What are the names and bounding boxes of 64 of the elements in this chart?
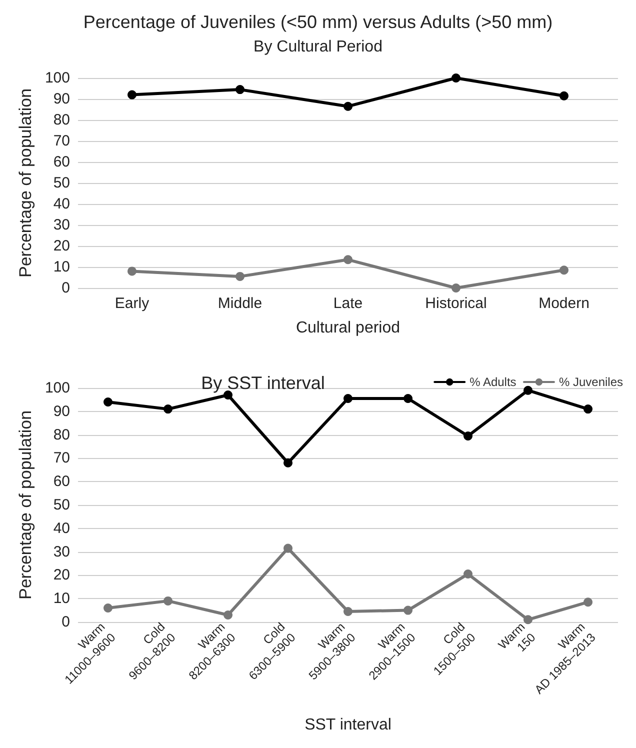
point <box>236 85 244 94</box>
y-tick-label: 50 <box>53 496 70 514</box>
point <box>224 390 232 400</box>
point <box>524 386 532 395</box>
point <box>128 266 136 276</box>
x-tick-label: Middle <box>218 295 262 312</box>
y-tick-label: 10 <box>53 258 70 276</box>
point <box>584 598 592 607</box>
point <box>104 603 112 612</box>
point <box>284 544 292 553</box>
point <box>560 91 568 100</box>
y-tick-label: 70 <box>53 450 70 467</box>
chart-title: Percentage of Juveniles (<50 mm) versus Adults (>50 mm) <box>83 12 553 32</box>
y-tick-label: 40 <box>53 520 70 537</box>
point <box>584 404 592 414</box>
point <box>344 606 352 616</box>
y-axis-title: Percentage of population <box>16 88 36 278</box>
y-tick-label: 90 <box>53 402 70 420</box>
y-tick-label: 0 <box>62 614 70 630</box>
y-tick-label: 20 <box>53 238 70 254</box>
point <box>464 570 472 579</box>
point <box>452 74 460 82</box>
y-tick-label: 60 <box>53 473 70 490</box>
chart-subtitle: By Cultural Period <box>254 38 382 56</box>
point <box>560 266 568 275</box>
point <box>164 596 172 606</box>
legend-label: % Juveniles <box>558 375 623 389</box>
y-tick-label: 60 <box>53 154 70 170</box>
point <box>164 404 172 414</box>
point <box>284 458 292 468</box>
legend-label: % Adults <box>470 375 516 389</box>
point <box>344 394 352 404</box>
point <box>404 394 412 404</box>
y-tick-label: 10 <box>53 590 70 608</box>
x-tick-label: Late <box>333 295 363 312</box>
x-axis-title: SST interval <box>304 716 392 734</box>
y-tick-label: 50 <box>53 174 70 192</box>
y-tick-label: 30 <box>53 543 70 560</box>
point <box>344 255 352 264</box>
point <box>452 284 460 292</box>
point <box>236 272 244 281</box>
y-tick-label: 100 <box>44 70 70 86</box>
y-tick-label: 70 <box>53 132 70 150</box>
point <box>224 610 232 620</box>
x-tick-label: Modern <box>538 295 590 312</box>
point <box>524 615 532 624</box>
point <box>344 102 352 111</box>
x-tick-label: Early <box>114 295 150 312</box>
y-tick-label: 0 <box>62 280 70 296</box>
y-tick-label: 40 <box>53 196 70 212</box>
y-tick-label: 90 <box>53 90 70 108</box>
y-tick-label: 80 <box>53 112 70 128</box>
point <box>128 90 136 100</box>
y-tick-label: 30 <box>53 216 70 234</box>
point <box>464 431 472 440</box>
x-axis-title: Cultural period <box>296 320 400 336</box>
x-tick-label: Historical <box>425 295 487 312</box>
y-tick-label: 80 <box>53 426 70 444</box>
y-axis-title: Percentage of population <box>16 410 36 600</box>
chart-title: By SST interval <box>201 373 325 393</box>
y-tick-label: 100 <box>44 380 70 396</box>
point <box>104 398 112 407</box>
point <box>404 606 412 615</box>
y-tick-label: 20 <box>53 566 70 584</box>
